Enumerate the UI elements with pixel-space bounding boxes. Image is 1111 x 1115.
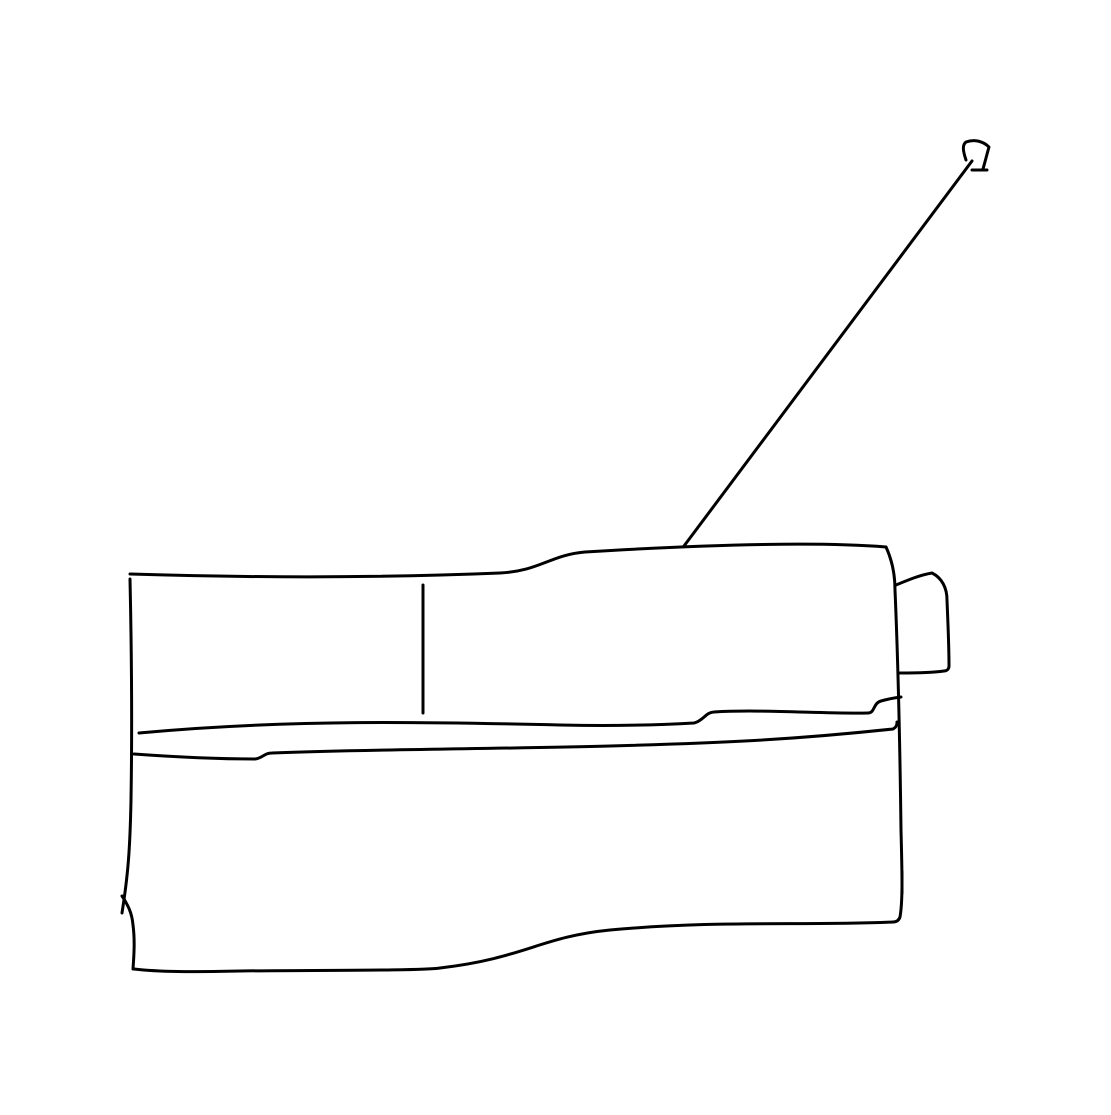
body-right-edge [884, 545, 904, 924]
body-top-edge [128, 542, 888, 579]
antenna-tip [961, 139, 991, 172]
body-left-edge [120, 577, 134, 915]
radio-body [120, 542, 904, 974]
antenna [682, 139, 991, 548]
side-knob [894, 571, 951, 675]
body-bottom-edge [132, 920, 895, 974]
trim-band-lower [132, 720, 899, 761]
trim-band-upper [137, 695, 903, 735]
body-left-foot [120, 894, 136, 971]
antenna-rod [682, 159, 974, 548]
